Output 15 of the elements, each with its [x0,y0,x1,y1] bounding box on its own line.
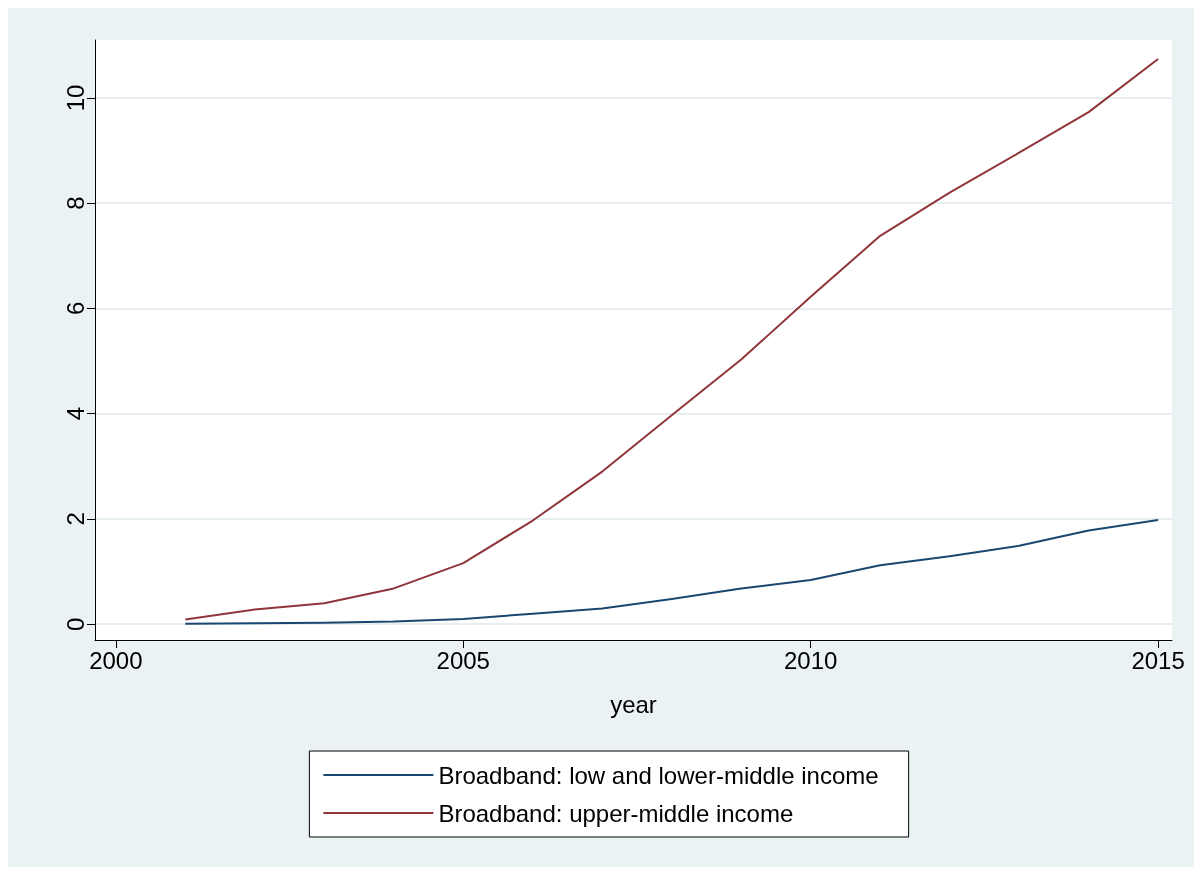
legend-label: Broadband: upper-middle income [438,799,794,827]
y-tick-label: 2 [61,512,89,526]
legend-label: Broadband: low and lower-middle income [438,761,879,789]
x-tick-label: 2010 [783,646,838,674]
y-tick-label: 0 [61,617,89,631]
x-axis-title: year [610,690,657,718]
y-tick-label: 6 [61,301,89,316]
line-series [184,519,1160,625]
x-tick-label: 2005 [436,646,490,674]
y-tick-label: 10 [61,84,89,112]
x-tick-label: 2015 [1131,646,1185,674]
x-tick-label: 2000 [89,646,143,674]
y-tick-label: 8 [61,196,89,210]
line-series [184,57,1160,621]
y-tick-label: 4 [61,407,89,421]
